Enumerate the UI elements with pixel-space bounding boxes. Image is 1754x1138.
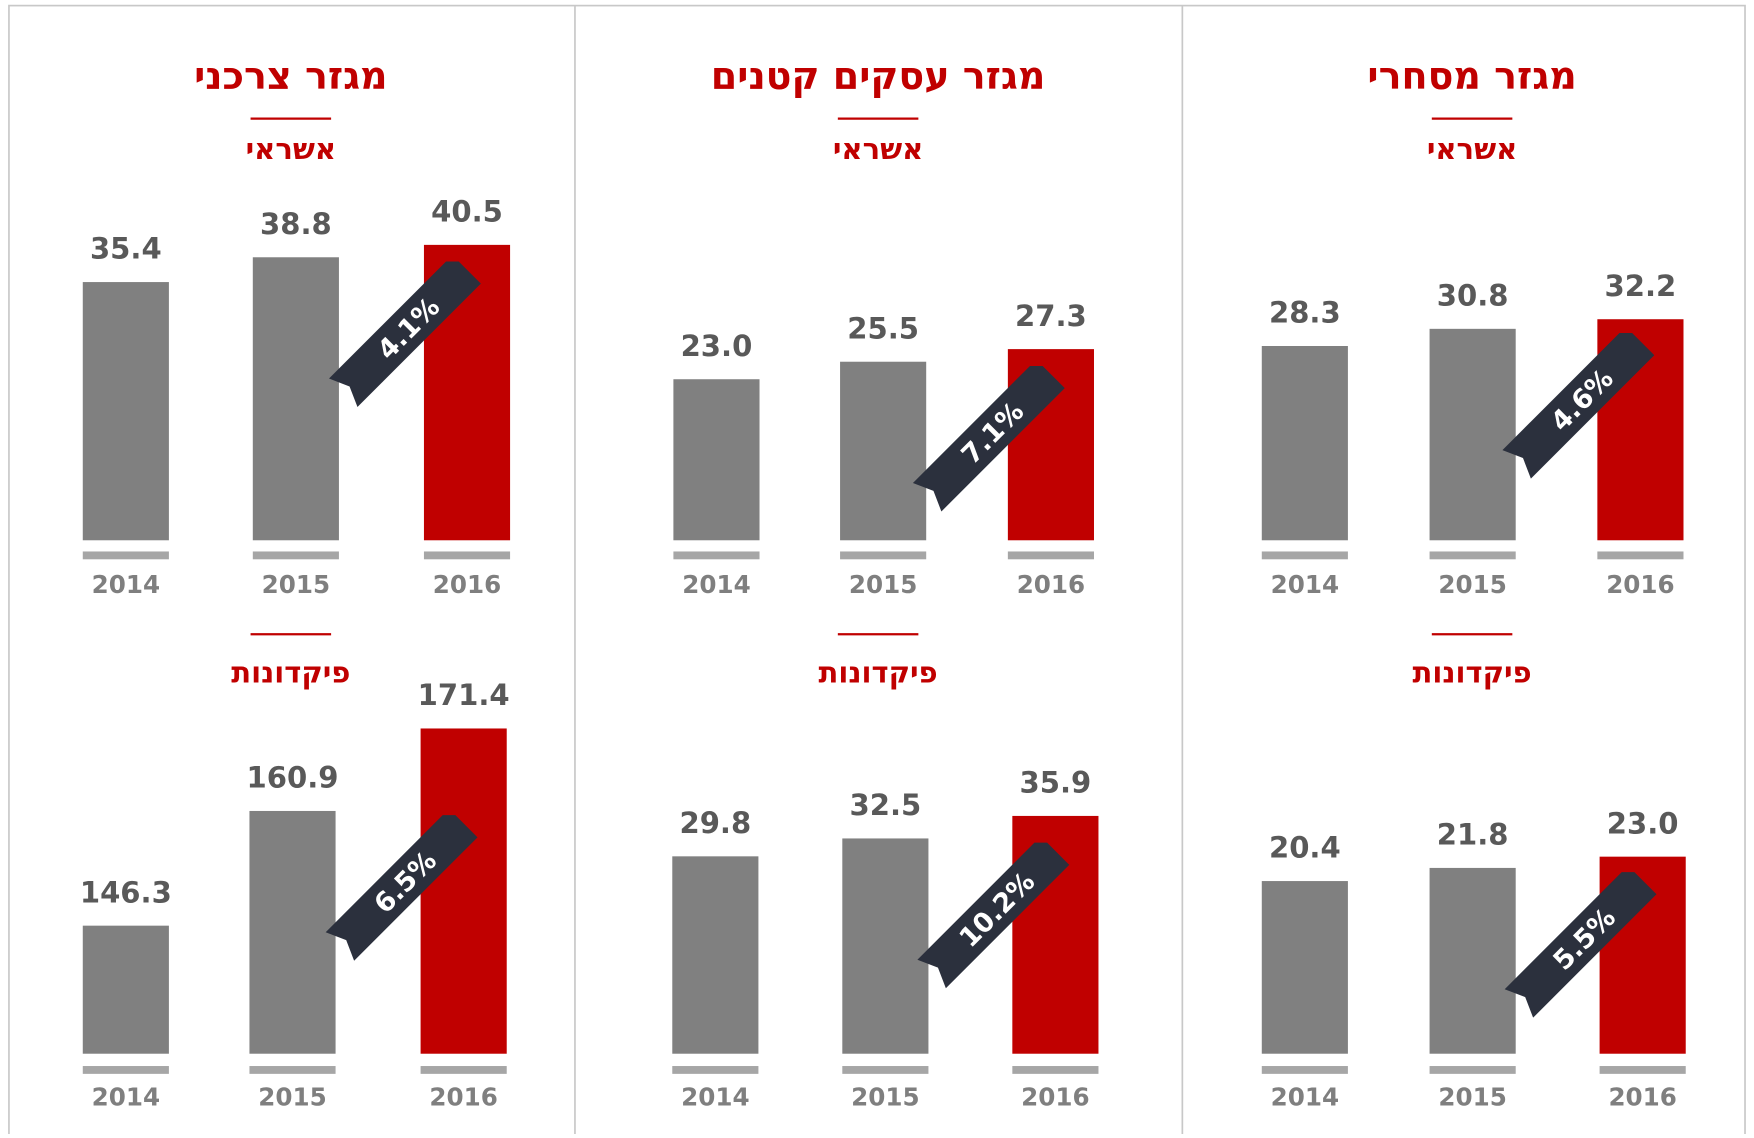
value-label: 146.3	[80, 875, 172, 909]
bar-base	[840, 551, 927, 560]
bar	[672, 856, 759, 1054]
chart-subtitle: פיקדונות	[818, 656, 937, 690]
year-label: 2014	[92, 1082, 160, 1111]
panel-title: מגזר צרכני	[194, 54, 388, 98]
bar	[1261, 346, 1348, 541]
year-label: 2016	[1017, 570, 1085, 599]
bar-base	[1261, 1066, 1348, 1074]
bar	[420, 728, 507, 1054]
ribbon-shape	[329, 261, 481, 408]
ribbon-shape	[1502, 333, 1655, 479]
year-label: 2014	[681, 1082, 749, 1111]
bar-base	[82, 551, 169, 560]
bar	[1429, 867, 1516, 1054]
year-label: 2015	[258, 1082, 326, 1111]
year-label: 2016	[1608, 1082, 1676, 1111]
chart-subtitle: פיקדונות	[231, 656, 350, 690]
bar-base	[1429, 551, 1516, 560]
year-label: 2016	[429, 1082, 497, 1111]
value-label: 32.2	[1605, 269, 1677, 303]
bar	[82, 925, 169, 1054]
canvas: מגזר צרכניאשראי201435.4201538.8201640.54…	[8, 4, 1746, 1138]
value-label: 23.0	[1607, 806, 1679, 840]
bar-base	[673, 551, 760, 560]
chart-subtitle: אשראי	[1427, 132, 1517, 166]
panel-title: מגזר עסקים קטנים	[711, 54, 1046, 98]
bar	[840, 361, 927, 541]
bar-base	[420, 1066, 507, 1074]
value-label: 30.8	[1437, 279, 1509, 313]
year-label: 2016	[433, 570, 501, 599]
value-label: 160.9	[247, 761, 339, 795]
year-label: 2015	[1438, 570, 1506, 599]
year-label: 2014	[682, 570, 750, 599]
bar	[842, 838, 929, 1054]
bar-base	[82, 1066, 169, 1074]
bar	[82, 282, 169, 541]
value-label: 27.3	[1015, 299, 1087, 333]
value-label: 35.4	[90, 232, 162, 266]
value-label: 21.8	[1437, 818, 1509, 852]
value-label: 32.5	[849, 788, 921, 822]
bar-base	[1599, 1066, 1686, 1074]
bar-base	[1429, 1066, 1516, 1074]
year-label: 2015	[1438, 1082, 1506, 1111]
bar	[1261, 881, 1348, 1054]
ribbon-shape	[325, 815, 478, 961]
year-label: 2015	[851, 1082, 919, 1111]
value-label: 20.4	[1269, 831, 1341, 865]
value-label: 38.8	[260, 207, 332, 241]
bar	[249, 810, 336, 1054]
panel-title: מגזר מסחרי	[1367, 54, 1576, 98]
bar	[673, 379, 760, 541]
bar-base	[1007, 551, 1094, 560]
chart-subtitle: אשראי	[833, 132, 923, 166]
ribbon-shape	[1504, 872, 1657, 1018]
value-label: 29.8	[679, 806, 751, 840]
bar-base	[842, 1066, 929, 1074]
bar-base	[252, 551, 339, 560]
year-label: 2015	[849, 570, 917, 599]
bar-base	[672, 1066, 759, 1074]
ribbon-shape	[917, 842, 1070, 989]
bar-base	[249, 1066, 336, 1074]
ribbon-shape	[912, 365, 1065, 512]
bar-base	[1012, 1066, 1099, 1074]
chart-subtitle: פיקדונות	[1412, 656, 1531, 690]
value-label: 171.4	[418, 678, 510, 712]
value-label: 25.5	[847, 311, 919, 345]
year-label: 2014	[1271, 1082, 1339, 1111]
chart-subtitle: אשראי	[246, 132, 336, 166]
value-label: 40.5	[431, 195, 503, 229]
year-label: 2016	[1606, 570, 1674, 599]
year-label: 2015	[262, 570, 330, 599]
bar	[1429, 328, 1516, 541]
value-label: 35.9	[1020, 766, 1092, 800]
bar	[252, 257, 339, 541]
year-label: 2014	[92, 570, 160, 599]
bar-base	[423, 551, 511, 560]
bar-base	[1597, 551, 1684, 560]
value-label: 23.0	[681, 329, 753, 363]
year-label: 2014	[1271, 570, 1339, 599]
year-label: 2016	[1021, 1082, 1089, 1111]
bar-base	[1261, 551, 1348, 560]
value-label: 28.3	[1269, 296, 1341, 330]
